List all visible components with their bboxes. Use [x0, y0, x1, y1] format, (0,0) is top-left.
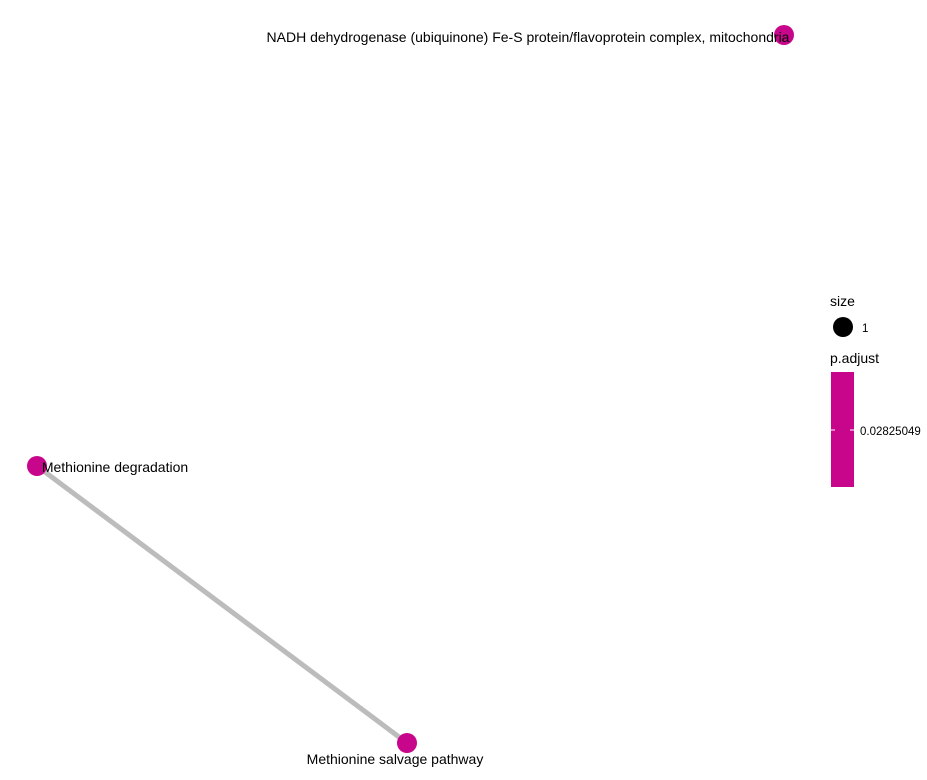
node-label-nadh-dehydrogenase: NADH dehydrogenase (ubiquinone) Fe-S pro…: [267, 29, 790, 45]
node-label-methionine-salvage-pathway: Methionine salvage pathway: [307, 751, 484, 767]
node-methionine-degradation: [27, 456, 47, 476]
legend-size-title: size: [830, 293, 855, 309]
node-label-methionine-degradation: Methionine degradation: [42, 459, 188, 475]
edge-layer: [34, 463, 410, 746]
node-layer: [27, 25, 794, 753]
legend-padjust-colorbar: [831, 372, 854, 487]
edge-methionine-degradation-to-salvage: [34, 463, 410, 746]
legend: size 1 p.adjust 0.02825049: [830, 293, 921, 487]
legend-size-label: 1: [862, 323, 868, 335]
node-methionine-salvage-pathway: [397, 733, 417, 753]
legend-padjust-label: 0.02825049: [860, 426, 921, 438]
label-layer: NADH dehydrogenase (ubiquinone) Fe-S pro…: [42, 29, 790, 767]
legend-size-key: [833, 317, 853, 337]
node-nadh-dehydrogenase: [774, 25, 794, 45]
legend-padjust-title: p.adjust: [830, 350, 879, 366]
